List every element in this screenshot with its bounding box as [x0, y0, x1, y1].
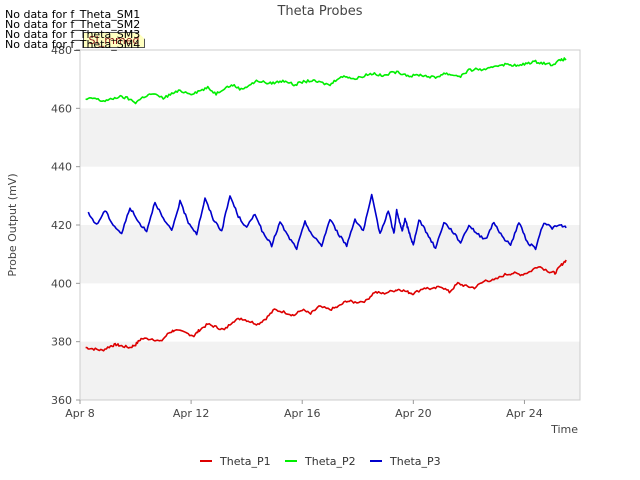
- chart-title: Theta Probes: [276, 4, 362, 19]
- y-tick-label: 380: [51, 336, 72, 349]
- legend-label: Theta_P1: [219, 455, 271, 468]
- x-tick-label: Apr 8: [65, 407, 95, 420]
- grid-band: [80, 108, 580, 167]
- y-tick-label: 400: [51, 277, 72, 290]
- no-data-note: No data for f_Theta_SM3: [5, 28, 141, 41]
- grid-band: [80, 341, 580, 400]
- y-axis-label: Probe Output (mV): [6, 173, 19, 276]
- series-line-theta_p1: [85, 259, 567, 352]
- no-data-note: No data for f_Theta_SM2: [5, 18, 141, 31]
- y-tick-label: 440: [51, 161, 72, 174]
- series-line-theta_p3: [87, 193, 567, 251]
- y-tick-label: 460: [51, 102, 72, 115]
- x-axis-label: Time: [550, 423, 578, 436]
- grid-band: [80, 225, 580, 284]
- y-axis-ticks: 360 380 400 420 440 460 480: [51, 44, 80, 407]
- summary-badge[interactable]: SI_mmed: [83, 32, 145, 48]
- x-tick-label: Apr 24: [506, 407, 543, 420]
- x-tick-label: Apr 12: [173, 407, 210, 420]
- no-data-note: No data for f_Theta_SM4: [5, 38, 141, 51]
- y-tick-label: 480: [51, 44, 72, 57]
- legend-label: Theta_P2: [304, 455, 356, 468]
- background-bands: [80, 108, 580, 400]
- legend: Theta_P1 Theta_P2 Theta_P3: [200, 455, 441, 468]
- y-tick-label: 420: [51, 219, 72, 232]
- x-tick-label: Apr 16: [284, 407, 321, 420]
- series-line-theta_p2: [85, 57, 567, 105]
- x-tick-label: Apr 20: [395, 407, 432, 420]
- y-tick-label: 360: [51, 394, 72, 407]
- x-axis-ticks: Apr 8 Apr 12 Apr 16 Apr 20 Apr 24: [65, 400, 543, 420]
- no-data-note: No data for f_Theta_SM1: [5, 8, 141, 21]
- legend-label: Theta_P3: [389, 455, 441, 468]
- series-lines: [85, 57, 567, 352]
